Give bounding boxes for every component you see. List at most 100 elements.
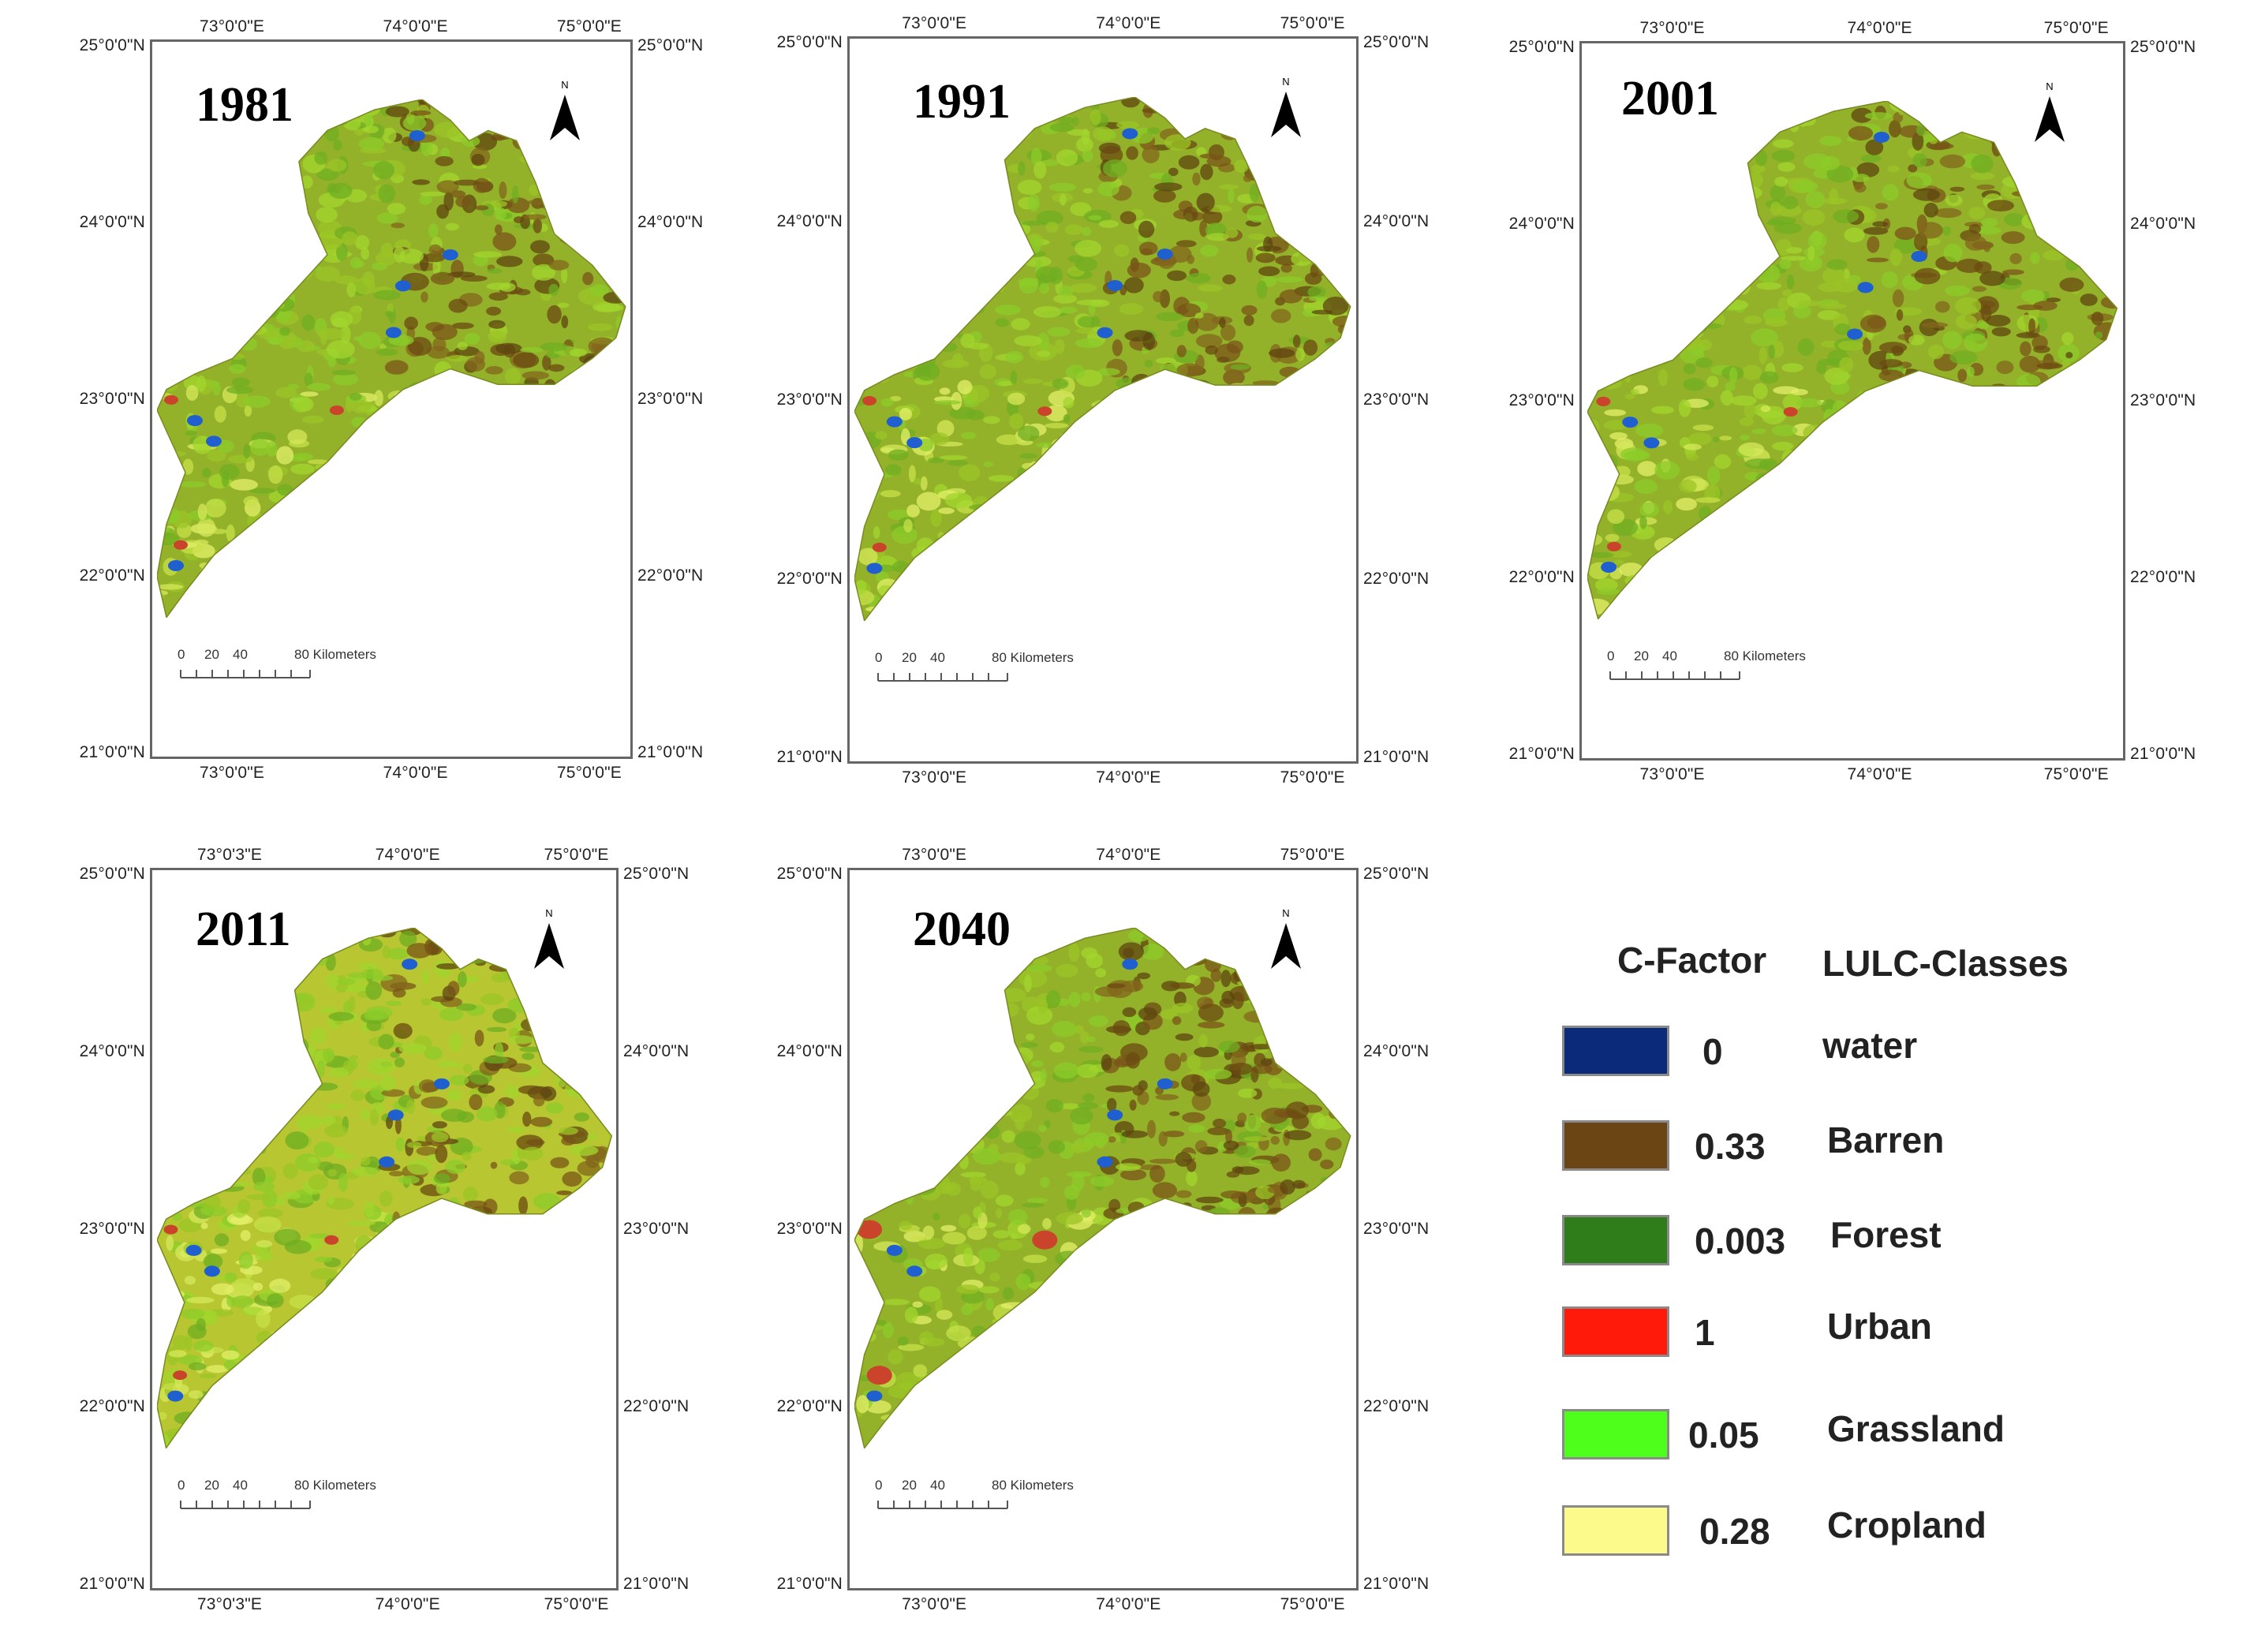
lat-tick-right: 23°0'0"N <box>623 1220 690 1238</box>
legend-cfactor-value: 0.28 <box>1699 1511 1770 1552</box>
svg-text:N: N <box>1282 907 1289 919</box>
scale-bar: 0 20 40 80 Kilometers <box>873 649 1110 693</box>
lat-tick-right: 25°0'0"N <box>637 36 704 54</box>
lat-tick-right: 22°0'0"N <box>637 566 704 585</box>
lulc-basin-map <box>156 928 613 1448</box>
legend-class-label: Forest <box>1830 1214 1942 1255</box>
lon-tick-bottom: 73°0'0"E <box>199 764 265 782</box>
map-frame: 1991 N 0 20 40 80 Kilometers <box>847 36 1359 764</box>
lon-tick-bottom: 73°0'0"E <box>902 1595 967 1613</box>
lon-tick-top: 75°0'0"E <box>556 17 622 36</box>
lat-tick-left: 21°0'0"N <box>776 748 843 766</box>
legend-class-label: Urban <box>1827 1306 1932 1347</box>
lat-tick-right: 25°0'0"N <box>1363 33 1430 51</box>
lon-tick-bottom: 73°0'3"E <box>196 1595 263 1613</box>
svg-text:40: 40 <box>233 1478 248 1493</box>
north-arrow-icon: N <box>1268 906 1304 972</box>
lulc-basin-map <box>854 928 1352 1448</box>
svg-text:80 Kilometers: 80 Kilometers <box>992 1478 1074 1493</box>
legend-cfactor-value: 1 <box>1695 1312 1715 1353</box>
lon-tick-bottom: 74°0'0"E <box>1096 1595 1161 1613</box>
svg-text:20: 20 <box>204 1478 219 1493</box>
lon-tick-top: 75°0'0"E <box>2043 19 2109 37</box>
svg-text:0: 0 <box>1607 648 1614 663</box>
north-arrow-icon: N <box>547 77 583 144</box>
legend-class-label: Barren <box>1827 1119 1945 1161</box>
svg-text:20: 20 <box>902 650 917 665</box>
svg-text:0: 0 <box>875 1478 882 1493</box>
lat-tick-right: 21°0'0"N <box>2130 745 2196 763</box>
legend-header-lulc: LULC-Classes <box>1822 943 2069 984</box>
svg-text:N: N <box>2046 80 2053 92</box>
lon-tick-top: 75°0'0"E <box>544 846 609 864</box>
map-year-label: 2001 <box>1621 72 1719 125</box>
lon-tick-top: 75°0'0"E <box>1280 14 1345 32</box>
legend: C-Factor LULC-Classes 0 water 0.33 Barren 0.… <box>1562 931 2241 1594</box>
lat-tick-left: 21°0'0"N <box>79 1575 145 1593</box>
svg-text:40: 40 <box>1662 648 1677 663</box>
lat-tick-right: 22°0'0"N <box>1363 569 1430 588</box>
svg-text:20: 20 <box>204 647 219 662</box>
scale-bar: 0 20 40 80 Kilometers <box>873 1477 1110 1520</box>
legend-cfactor-value: 0.33 <box>1695 1126 1766 1167</box>
lon-tick-bottom: 73°0'0"E <box>902 768 967 787</box>
lon-tick-top: 73°0'3"E <box>196 846 263 864</box>
lon-tick-top: 74°0'0"E <box>1096 14 1161 32</box>
lat-tick-right: 22°0'0"N <box>2130 568 2196 586</box>
lat-tick-left: 24°0'0"N <box>79 1042 145 1060</box>
lat-tick-left: 22°0'0"N <box>79 1397 145 1415</box>
lon-tick-bottom: 75°0'0"E <box>1280 768 1345 787</box>
lon-tick-top: 74°0'0"E <box>1847 19 1912 37</box>
lat-tick-right: 25°0'0"N <box>2130 38 2196 56</box>
scale-bar: 0 20 40 80 Kilometers <box>176 1477 413 1520</box>
lat-tick-right: 22°0'0"N <box>623 1397 690 1415</box>
svg-text:N: N <box>1282 76 1289 88</box>
lon-tick-bottom: 75°0'0"E <box>2043 765 2109 783</box>
lat-tick-left: 21°0'0"N <box>776 1575 843 1593</box>
legend-swatch-cropland <box>1562 1505 1669 1556</box>
lat-tick-left: 25°0'0"N <box>1508 38 1575 56</box>
lat-tick-left: 24°0'0"N <box>79 213 145 231</box>
legend-header-cfactor: C-Factor <box>1617 940 1767 981</box>
lat-tick-right: 24°0'0"N <box>2130 215 2196 233</box>
legend-class-label: water <box>1822 1025 1918 1066</box>
lat-tick-left: 24°0'0"N <box>1508 215 1575 233</box>
svg-text:20: 20 <box>1634 648 1649 663</box>
lat-tick-left: 23°0'0"N <box>776 1220 843 1238</box>
lat-tick-left: 25°0'0"N <box>776 33 843 51</box>
lon-tick-top: 73°0'0"E <box>902 846 967 864</box>
svg-text:N: N <box>545 907 552 919</box>
lon-tick-bottom: 74°0'0"E <box>383 764 448 782</box>
lat-tick-left: 23°0'0"N <box>79 1220 145 1238</box>
lat-tick-left: 21°0'0"N <box>79 743 145 761</box>
map-year-label: 2011 <box>196 903 291 956</box>
lon-tick-top: 74°0'0"E <box>1096 846 1161 864</box>
lulc-basin-map <box>854 96 1352 621</box>
legend-swatch-urban <box>1562 1306 1669 1357</box>
lat-tick-left: 24°0'0"N <box>776 1042 843 1060</box>
lulc-basin-map <box>1587 100 2118 619</box>
lon-tick-bottom: 75°0'0"E <box>544 1595 609 1613</box>
lat-tick-left: 22°0'0"N <box>1508 568 1575 586</box>
lat-tick-right: 24°0'0"N <box>623 1042 690 1060</box>
legend-swatch-grassland <box>1562 1409 1669 1460</box>
north-arrow-icon: N <box>531 906 567 972</box>
map-frame: 2011 N 0 20 40 80 Kilometers <box>150 868 619 1590</box>
lat-tick-left: 25°0'0"N <box>79 36 145 54</box>
lat-tick-left: 22°0'0"N <box>776 569 843 588</box>
lat-tick-right: 23°0'0"N <box>1363 391 1430 409</box>
lon-tick-top: 73°0'0"E <box>1639 19 1705 37</box>
svg-text:80 Kilometers: 80 Kilometers <box>992 650 1074 665</box>
lat-tick-right: 23°0'0"N <box>637 390 704 408</box>
svg-text:80 Kilometers: 80 Kilometers <box>1724 648 1806 663</box>
lat-tick-left: 25°0'0"N <box>776 865 843 883</box>
lat-tick-right: 21°0'0"N <box>1363 748 1430 766</box>
lat-tick-right: 21°0'0"N <box>623 1575 690 1593</box>
svg-text:40: 40 <box>233 647 248 662</box>
map-year-label: 2040 <box>913 903 1011 956</box>
lat-tick-right: 22°0'0"N <box>1363 1397 1430 1415</box>
scale-bar: 0 20 40 80 Kilometers <box>176 646 413 690</box>
legend-class-label: Cropland <box>1827 1504 1987 1545</box>
legend-swatch-forest <box>1562 1215 1669 1265</box>
legend-swatch-barren <box>1562 1120 1669 1171</box>
